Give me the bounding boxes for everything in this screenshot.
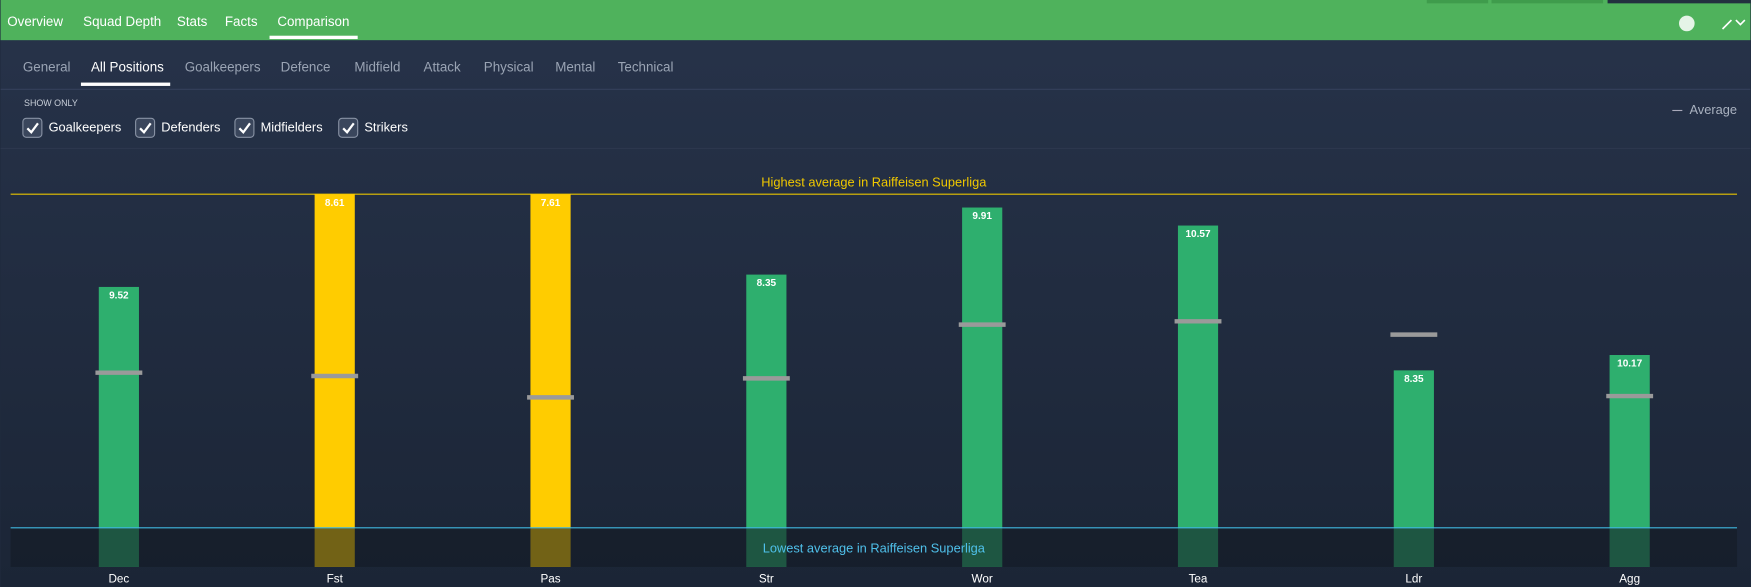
filter-label: SHOW ONLY bbox=[24, 98, 78, 108]
check-mark bbox=[26, 122, 39, 134]
bar bbox=[1177, 225, 1219, 567]
bar-value-label: 8.35 bbox=[757, 278, 777, 289]
active-underline bbox=[269, 35, 358, 40]
check-mark bbox=[238, 122, 251, 134]
bar-value-label: 9.52 bbox=[109, 291, 129, 302]
checkbox-label[interactable]: Defenders bbox=[161, 120, 220, 135]
bar-value-label: 10.57 bbox=[1185, 229, 1211, 240]
check-mark bbox=[139, 122, 152, 134]
x-tick-label: Wor bbox=[972, 572, 993, 585]
nav-tab[interactable]: Stats bbox=[177, 14, 208, 29]
bar bbox=[314, 194, 355, 567]
bar bbox=[962, 207, 1003, 567]
club-icon[interactable] bbox=[1678, 15, 1695, 32]
top-nav bbox=[0, 0, 1751, 41]
bar-value-label: 8.61 bbox=[325, 198, 345, 209]
nav-strip bbox=[1491, 0, 1604, 4]
below-lowest-area bbox=[10, 527, 1738, 567]
checkbox[interactable] bbox=[135, 117, 156, 138]
checkbox[interactable] bbox=[338, 117, 359, 138]
checkbox-label[interactable]: Midfielders bbox=[261, 120, 323, 135]
highest-label: Highest average in Raiffeisen Superliga bbox=[761, 174, 987, 189]
nav-tab[interactable]: Squad Depth bbox=[83, 14, 161, 29]
bar-value-label: 8.35 bbox=[1404, 374, 1424, 385]
bar bbox=[98, 286, 139, 567]
x-tick-label: Dec bbox=[108, 572, 129, 585]
sub-tab[interactable]: Technical bbox=[618, 60, 674, 75]
x-tick-label: Agg bbox=[1619, 572, 1640, 585]
edit-icon[interactable] bbox=[1721, 19, 1746, 30]
legend-average: Average bbox=[1689, 102, 1737, 117]
nav-tab[interactable]: Overview bbox=[7, 14, 63, 29]
sub-tab[interactable]: Defence bbox=[281, 60, 331, 75]
bar-value-label: 9.91 bbox=[972, 211, 992, 222]
bar bbox=[530, 194, 571, 567]
sub-tab[interactable]: Goalkeepers bbox=[185, 60, 261, 75]
checkbox-label[interactable]: Strikers bbox=[364, 120, 407, 135]
bar bbox=[746, 274, 787, 567]
nav-tab[interactable]: Comparison bbox=[277, 14, 349, 29]
active-underline bbox=[80, 82, 171, 86]
sub-tab[interactable]: Physical bbox=[484, 60, 534, 75]
x-tick-label: Fst bbox=[327, 572, 344, 585]
sub-tab[interactable]: Mental bbox=[555, 60, 595, 75]
x-tick-label: Str bbox=[759, 572, 774, 585]
lowest-label: Lowest average in Raiffeisen Superliga bbox=[763, 540, 986, 555]
bar-value-label: 10.17 bbox=[1617, 359, 1643, 370]
sub-tab[interactable]: Midfield bbox=[354, 60, 400, 75]
x-tick-label: Ldr bbox=[1405, 572, 1422, 585]
nav-strip bbox=[1426, 0, 1489, 4]
x-tick-label: Pas bbox=[540, 572, 560, 585]
check-mark bbox=[342, 122, 355, 134]
nav-tab[interactable]: Facts bbox=[225, 14, 258, 29]
sub-tab[interactable]: General bbox=[23, 60, 71, 75]
x-tick-label: Tea bbox=[1189, 572, 1208, 585]
nav-strip bbox=[1607, 0, 1751, 4]
sub-tab[interactable]: All Positions bbox=[91, 60, 164, 75]
checkbox-label[interactable]: Goalkeepers bbox=[49, 120, 122, 135]
checkbox[interactable] bbox=[234, 117, 255, 138]
sub-tab[interactable]: Attack bbox=[424, 60, 461, 75]
checkbox[interactable] bbox=[22, 117, 43, 138]
bar-value-label: 7.61 bbox=[541, 198, 561, 209]
